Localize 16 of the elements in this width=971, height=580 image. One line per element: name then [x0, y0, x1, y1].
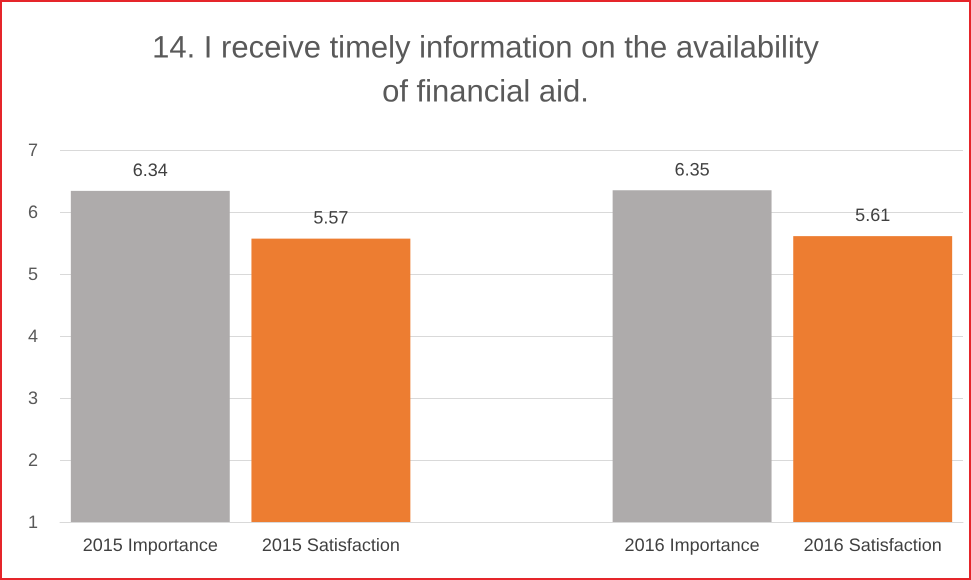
- x-tick-label: 2016 Importance: [624, 535, 760, 555]
- y-tick-label: 5: [28, 264, 38, 284]
- data-label: 6.34: [132, 160, 168, 180]
- data-label: 5.61: [855, 205, 890, 226]
- x-tick-label: 2015 Satisfaction: [262, 535, 400, 555]
- y-tick-label: 7: [28, 140, 38, 160]
- data-label: 5.57: [313, 208, 348, 228]
- y-tick-label: 1: [28, 512, 38, 532]
- chart-title: 14. I receive timely information on the availability of financial aid.: [152, 30, 820, 108]
- y-tick-label: 4: [28, 326, 38, 346]
- x-tick-label: 2016 Satisfaction: [804, 535, 942, 555]
- data-label: 6.35: [674, 159, 710, 180]
- y-tick-label: 6: [28, 202, 38, 222]
- x-tick-label: 2015 Importance: [82, 535, 218, 555]
- y-tick-label: 3: [28, 388, 38, 408]
- y-tick-label: 2: [28, 450, 38, 470]
